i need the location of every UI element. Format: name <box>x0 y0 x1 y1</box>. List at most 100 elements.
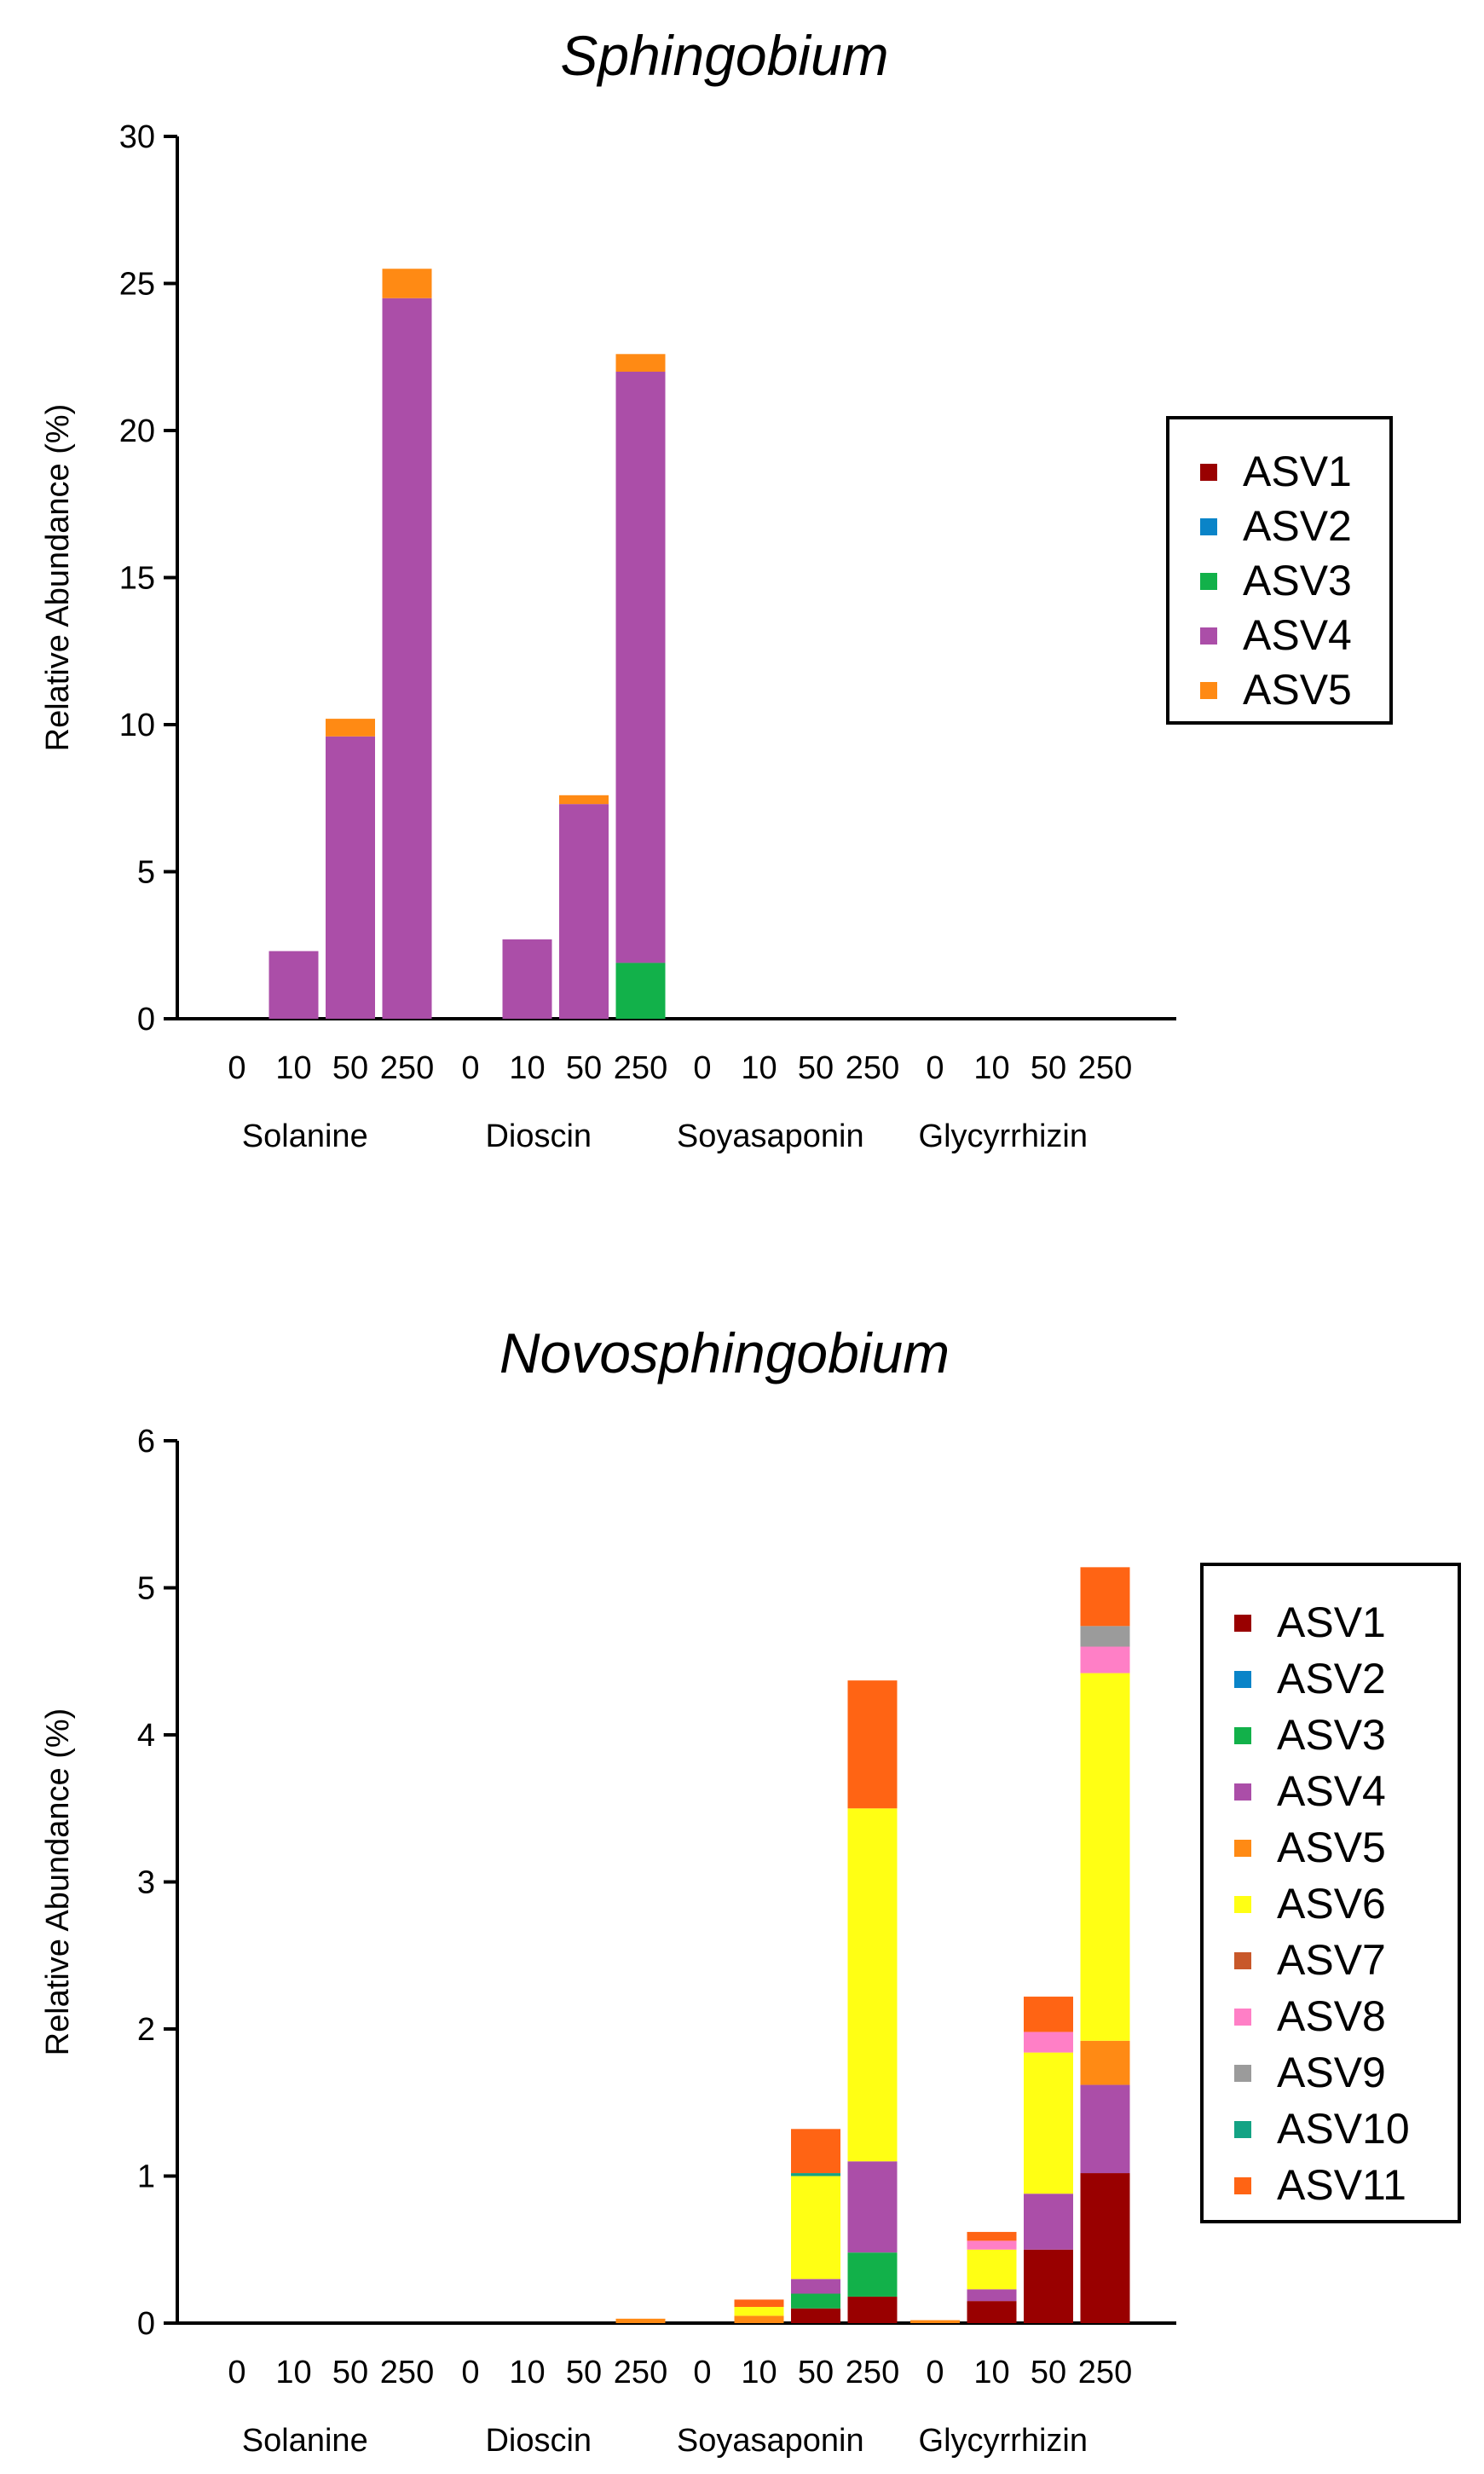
y-tick-label: 20 <box>119 413 155 449</box>
x-tick-label: 10 <box>973 1050 1009 1086</box>
bar-segment-asv3 <box>615 962 666 1019</box>
x-tick-label: 50 <box>332 1050 368 1086</box>
legend-label-asv1: ASV1 <box>1277 1598 1386 1646</box>
legend-label-asv7: ASV7 <box>1277 1936 1386 1984</box>
bar-segment-asv1 <box>967 2301 1017 2323</box>
legend-label-asv3: ASV3 <box>1277 1711 1386 1759</box>
chart-title: Novosphingobium <box>499 1321 950 1384</box>
y-tick-label: 2 <box>137 2012 155 2048</box>
y-tick-label: 0 <box>137 2306 155 2342</box>
y-tick-label: 15 <box>119 561 155 597</box>
y-tick-label: 4 <box>137 1718 155 1754</box>
x-tick-label: 50 <box>1031 2355 1066 2390</box>
bar-segment-asv4 <box>326 736 375 1019</box>
bar-segment-asv10 <box>791 2173 840 2176</box>
x-tick-label: 250 <box>1078 2355 1132 2390</box>
legend-swatch-asv3 <box>1234 1727 1251 1744</box>
bar-segment-asv11 <box>791 2129 840 2174</box>
legend-label-asv5: ASV5 <box>1243 666 1352 714</box>
x-tick-label: 250 <box>614 2355 667 2390</box>
bar-segment-asv5 <box>615 354 666 372</box>
x-tick-label: 50 <box>332 2355 368 2390</box>
bar-segment-asv4 <box>791 2279 840 2294</box>
group-label: Dioscin <box>485 1119 592 1154</box>
bar-segment-asv4 <box>847 2161 898 2253</box>
x-tick-label: 250 <box>846 2355 899 2390</box>
group-label: Solanine <box>242 1119 368 1154</box>
x-tick-label: 0 <box>228 1050 245 1086</box>
bar-segment-asv4 <box>1024 2194 1073 2250</box>
sphingobium-chart: Sphingobium Relative Abundance (%) 0 5 10 15 2… <box>40 24 1393 1154</box>
bar-segment-asv1 <box>847 2296 898 2323</box>
bar-segment-asv4 <box>559 804 609 1019</box>
bar-segment-asv3 <box>791 2293 840 2309</box>
x-tick-label: 50 <box>566 2355 602 2390</box>
legend-label-asv5: ASV5 <box>1277 1824 1386 1871</box>
group-label: Soyasaponin <box>677 2423 864 2459</box>
bar-segment-asv6 <box>734 2307 784 2316</box>
novosphingobium-chart: Novosphingobium Relative Abundance (%) 0 1 2… <box>40 1321 1461 2459</box>
bar-segment-asv9 <box>1080 1626 1130 1647</box>
legend-label-asv2: ASV2 <box>1277 1655 1386 1702</box>
y-tick-label: 1 <box>137 2159 155 2195</box>
y-tick-label: 10 <box>119 708 155 743</box>
x-tick-label: 0 <box>461 1050 479 1086</box>
legend-swatch-asv2 <box>1234 1671 1251 1688</box>
x-tick-label: 10 <box>275 1050 311 1086</box>
x-tick-label: 0 <box>461 2355 479 2390</box>
legend-label-asv3: ASV3 <box>1243 557 1352 604</box>
bar-segment-asv4 <box>1080 2084 1130 2174</box>
y-axis-label: Relative Abundance (%) <box>40 404 76 752</box>
group-label: Solanine <box>242 2423 368 2459</box>
bar-segment-asv5 <box>326 719 375 737</box>
y-tick-label: 3 <box>137 1865 155 1901</box>
x-tick-label: 250 <box>380 1050 434 1086</box>
bar-segment-asv1 <box>1080 2173 1130 2323</box>
legend-swatch-asv1 <box>1234 1615 1251 1632</box>
bar-segment-asv11 <box>734 2299 784 2308</box>
x-tick-label: 10 <box>973 2355 1009 2390</box>
y-tick-label: 5 <box>137 1571 155 1607</box>
bar-segment-asv5 <box>734 2315 784 2323</box>
bar-segment-asv5 <box>910 2320 960 2323</box>
legend-swatch-asv1 <box>1200 464 1217 481</box>
group-label: Dioscin <box>485 2423 592 2459</box>
bar-segment-asv11 <box>847 1680 898 1809</box>
legend-swatch-asv3 <box>1200 573 1217 590</box>
legend-label-asv2: ASV2 <box>1243 502 1352 550</box>
bar-segment-asv11 <box>1080 1567 1130 1627</box>
legend-swatch-asv10 <box>1234 2121 1251 2138</box>
bar-segment-asv3 <box>847 2252 898 2297</box>
legend-label-asv11: ASV11 <box>1277 2161 1406 2209</box>
bar-segment-asv11 <box>967 2232 1017 2241</box>
legend-swatch-asv4 <box>1234 1783 1251 1801</box>
y-tick-label: 5 <box>137 855 155 891</box>
legend-swatch-asv5 <box>1200 682 1217 699</box>
x-tick-label: 0 <box>228 2355 245 2390</box>
x-tick-label: 50 <box>566 1050 602 1086</box>
bar-segment-asv6 <box>1024 2052 1073 2194</box>
bar-segment-asv4 <box>502 939 552 1019</box>
legend-swatch-asv9 <box>1234 2065 1251 2082</box>
legend-box <box>1200 1563 1461 2223</box>
bar-segment-asv1 <box>791 2308 840 2323</box>
y-tick-label: 30 <box>119 119 155 155</box>
bar-segment-asv4 <box>382 298 432 1019</box>
legend-label-asv9: ASV9 <box>1277 2049 1386 2096</box>
bar-segment-asv8 <box>1080 1646 1130 1673</box>
x-tick-label: 250 <box>1078 1050 1132 1086</box>
bar-segment-asv5 <box>382 269 432 298</box>
bar-segment-asv6 <box>1080 1673 1130 2041</box>
legend-label-asv10: ASV10 <box>1277 2105 1410 2153</box>
x-tick-label: 10 <box>509 2355 545 2390</box>
legend-swatch-asv11 <box>1234 2177 1251 2194</box>
x-tick-label: 250 <box>614 1050 667 1086</box>
legend-swatch-asv2 <box>1200 518 1217 535</box>
chart-title: Sphingobium <box>560 24 888 87</box>
x-tick-label: 250 <box>380 2355 434 2390</box>
x-tick-label: 10 <box>509 1050 545 1086</box>
x-tick-label: 10 <box>275 2355 311 2390</box>
bar-segment-asv6 <box>847 1808 898 2162</box>
x-tick-label: 0 <box>693 1050 711 1086</box>
x-tick-label: 0 <box>926 1050 944 1086</box>
